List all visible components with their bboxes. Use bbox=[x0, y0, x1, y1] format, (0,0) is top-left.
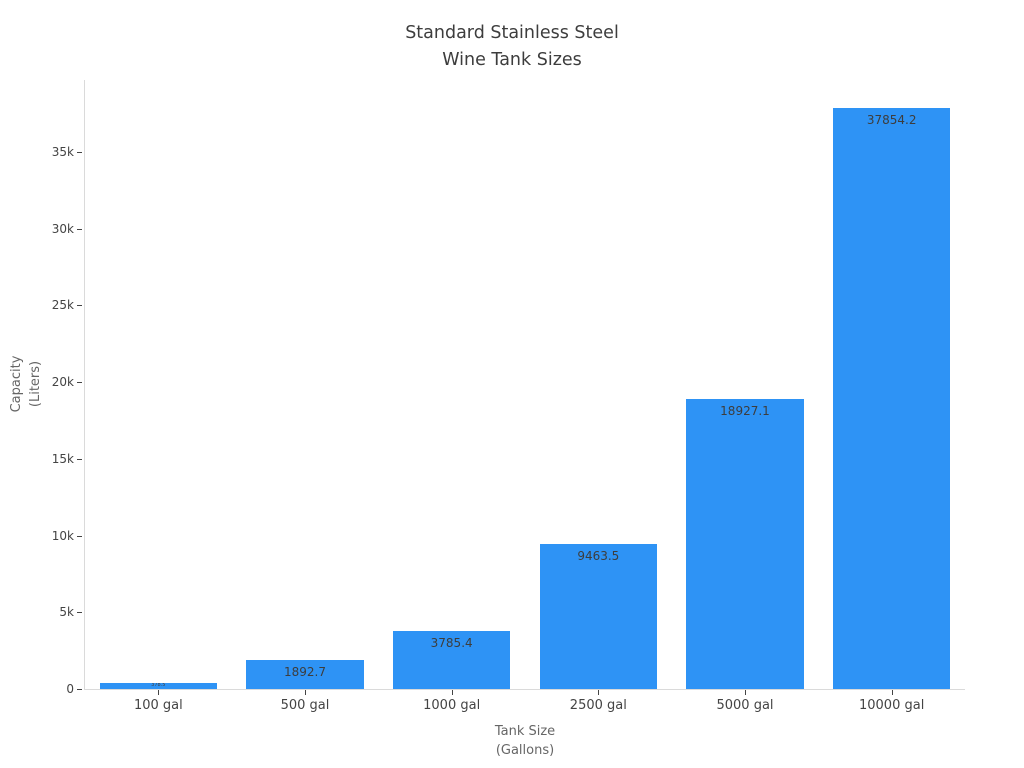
x-tick-label: 10000 gal bbox=[858, 698, 925, 713]
y-tick-label: 20k bbox=[51, 375, 74, 390]
bar-value-label: 378.5 bbox=[151, 683, 166, 689]
chart-title-line-1: Standard Stainless Steel bbox=[405, 23, 619, 43]
y-tick-label: 10k bbox=[51, 528, 74, 543]
x-tick-label: 5000 gal bbox=[716, 698, 774, 713]
y-tick-mark bbox=[77, 228, 82, 230]
plot-area: 0 5k 10k 15k 20k 25k 30k 35k 378.5 100 gal 1892.7 5… bbox=[52, 80, 965, 713]
x-tick-label: 100 gal bbox=[133, 698, 183, 713]
x-tick-mark bbox=[305, 690, 306, 695]
y-tick-mark bbox=[77, 152, 82, 154]
x-axis-title-line-1: Tank Size bbox=[494, 724, 556, 739]
y-axis-title-line-2: (Liters) bbox=[28, 360, 43, 408]
x-axis-title-line-2: (Gallons) bbox=[495, 743, 555, 758]
bar-500-gal: 1892.7 bbox=[246, 659, 364, 689]
y-tick-mark bbox=[77, 612, 82, 614]
y-tick-label: 25k bbox=[51, 298, 74, 313]
bar-1000-gal: 3785.4 bbox=[393, 630, 511, 689]
y-tick-label: 15k bbox=[51, 451, 74, 466]
x-axis-title: Tank Size (Gallons) bbox=[85, 722, 965, 760]
bar-2500-gal: 9463.5 bbox=[539, 543, 657, 689]
y-axis-title: Capacity (Liters) bbox=[7, 356, 45, 413]
y-tick-label: 0 bbox=[66, 682, 74, 696]
y-tick-mark bbox=[77, 305, 82, 307]
bar-5000-gal: 18927.1 bbox=[686, 398, 804, 689]
bar-100-gal: 378.5 bbox=[99, 683, 217, 689]
y-tick-label: 30k bbox=[51, 221, 74, 236]
chart-title: Standard Stainless Steel Wine Tank Sizes bbox=[0, 20, 1024, 74]
bar-value-label: 18927.1 bbox=[720, 403, 770, 418]
x-tick-mark bbox=[891, 690, 893, 695]
bar-value-label: 9463.5 bbox=[577, 548, 620, 563]
y-tick-mark bbox=[77, 382, 82, 384]
chart-title-line-2: Wine Tank Sizes bbox=[442, 50, 582, 70]
x-tick-label: 500 gal bbox=[280, 698, 330, 713]
x-tick-mark bbox=[451, 690, 453, 695]
y-tick-label: 35k bbox=[51, 145, 74, 160]
x-tick-label: 2500 gal bbox=[569, 698, 627, 713]
bar-value-label: 1892.7 bbox=[283, 664, 326, 679]
bar-value-label: 37854.2 bbox=[866, 113, 917, 128]
bar-value-label: 3785.4 bbox=[430, 635, 473, 650]
x-tick-label: 1000 gal bbox=[423, 698, 481, 713]
y-tick-mark bbox=[77, 689, 82, 690]
x-tick-mark bbox=[745, 690, 746, 695]
y-tick-label: 5k bbox=[59, 605, 74, 620]
y-tick-mark bbox=[77, 535, 82, 537]
y-axis-title-line-1: Capacity bbox=[9, 355, 24, 413]
bar-10000-gal: 37854.2 bbox=[833, 108, 951, 689]
y-tick-mark bbox=[77, 458, 82, 460]
x-tick-mark bbox=[598, 690, 600, 695]
x-tick-mark bbox=[158, 690, 160, 695]
